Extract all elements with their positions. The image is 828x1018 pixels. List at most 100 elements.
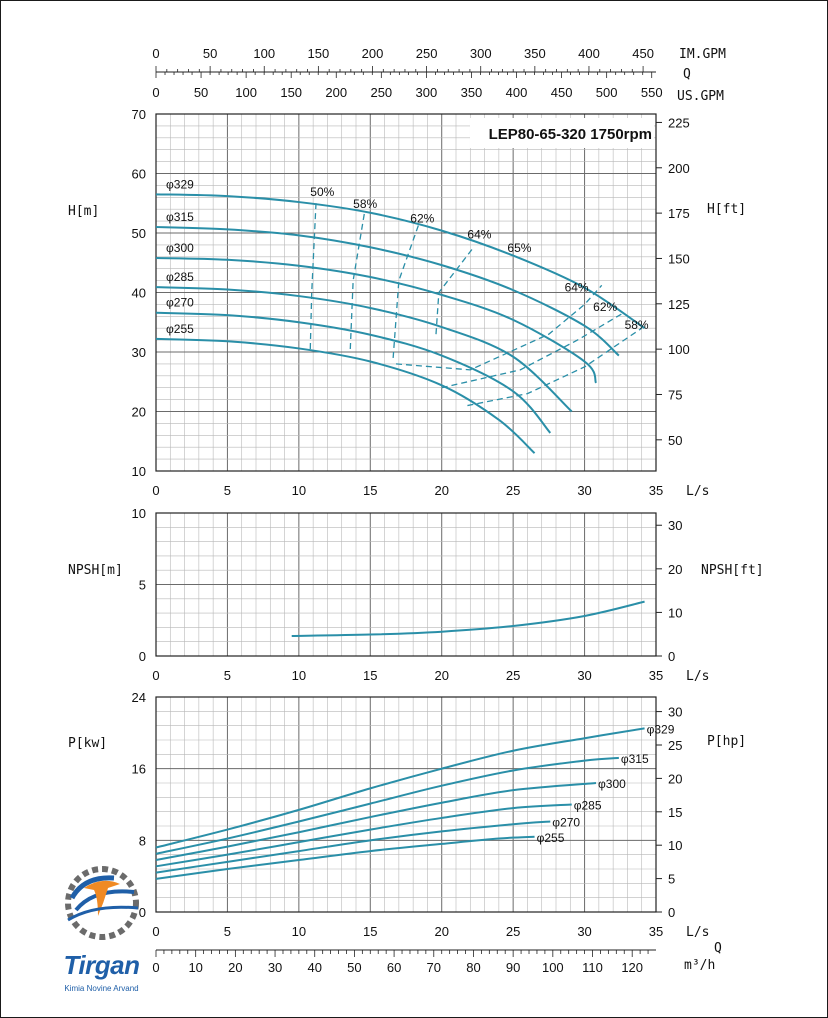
x-tick-label: 35 (649, 483, 663, 498)
y-axis-label: P[kw] (68, 736, 107, 751)
m3h-tick-label: 110 (582, 960, 603, 975)
y2-tick-label: 225 (668, 115, 690, 130)
diameter-label: φ285 (166, 270, 194, 284)
y2-tick-label: 150 (668, 251, 690, 266)
y2-tick-label: 0 (668, 905, 675, 920)
y-tick-label: 8 (139, 833, 146, 848)
imgpm-tick-label: 450 (632, 46, 654, 61)
x-tick-label: 30 (577, 483, 591, 498)
usgpm-tick-label: 400 (506, 85, 528, 100)
x-tick-label: 35 (649, 668, 663, 683)
y-tick-label: 10 (132, 464, 146, 479)
y2-tick-label: 25 (668, 738, 682, 753)
m3h-tick-label: 60 (387, 960, 401, 975)
y2-tick-label: 50 (668, 433, 682, 448)
x-tick-label: 10 (292, 668, 306, 683)
imgpm-tick-label: 200 (362, 46, 384, 61)
y-tick-label: 0 (139, 905, 146, 920)
x-tick-label: 15 (363, 483, 377, 498)
x-tick-label: 5 (224, 483, 231, 498)
plot-border (155, 696, 657, 913)
efficiency-curve (395, 284, 603, 371)
y-tick-label: 30 (132, 345, 146, 360)
y2-tick-label: 20 (668, 771, 682, 786)
logo-subtitle: Kimia Novine Arvand (64, 984, 139, 993)
y2-tick-label: 5 (668, 872, 675, 887)
usgpm-tick-label: 350 (461, 85, 483, 100)
x-tick-label: 5 (224, 924, 231, 939)
usgpm-tick-label: 300 (416, 85, 438, 100)
logo-name: Tirgan (63, 950, 140, 980)
x-tick-label: 5 (224, 668, 231, 683)
plot-border (155, 512, 657, 657)
y-tick-label: 10 (132, 506, 146, 521)
m3h-tick-label: 100 (542, 960, 564, 975)
diameter-label: φ300 (166, 241, 194, 255)
y-tick-label: 24 (132, 690, 146, 705)
y-tick-label: 40 (132, 286, 146, 301)
y2-tick-label: 20 (668, 562, 682, 577)
title-backdrop (470, 118, 654, 148)
x-tick-label: 20 (434, 668, 448, 683)
y-tick-label: 50 (132, 226, 146, 241)
y2-tick-label: 15 (668, 805, 682, 820)
head-curve (155, 286, 573, 413)
x-tick-label: 15 (363, 668, 377, 683)
x-tick-label: 25 (506, 924, 520, 939)
x-axis-label: L/s (686, 484, 709, 499)
imgpm-tick-label: 400 (578, 46, 600, 61)
usgpm-axis-label: US.GPM (677, 89, 724, 104)
efficiency-curve (467, 327, 643, 407)
head-curve (155, 256, 597, 384)
head-curve (155, 311, 552, 434)
y-tick-label: 60 (132, 167, 146, 182)
imgpm-tick-label: 300 (470, 46, 492, 61)
y-tick-label: 5 (139, 578, 146, 593)
y-tick-label: 16 (132, 762, 146, 777)
y2-tick-label: 10 (668, 605, 682, 620)
power-diameter-label: φ329 (647, 722, 675, 736)
x-tick-label: 25 (506, 668, 520, 683)
power-diameter-label: φ255 (537, 831, 565, 845)
power-curve (155, 756, 619, 855)
usgpm-tick-label: 200 (325, 85, 347, 100)
imgpm-tick-label: 250 (416, 46, 438, 61)
y2-tick-label: 10 (668, 838, 682, 853)
y2-tick-label: 75 (668, 387, 682, 402)
y-tick-label: 0 (139, 649, 146, 664)
x-tick-label: 15 (363, 924, 377, 939)
usgpm-tick-label: 500 (596, 85, 618, 100)
head-curve (155, 337, 536, 454)
imgpm-axis-label: IM.GPM (679, 47, 726, 62)
efficiency-label: 62% (593, 300, 617, 314)
y-tick-label: 20 (132, 405, 146, 420)
efficiency-curve (392, 223, 420, 358)
y2-tick-label: 30 (668, 705, 682, 720)
imgpm-tick-label: 350 (524, 46, 546, 61)
x-tick-label: 0 (152, 483, 159, 498)
x-axis-label: L/s (686, 925, 709, 940)
head-curve (155, 193, 646, 330)
imgpm-tick-label: 100 (253, 46, 275, 61)
efficiency-label: 58% (625, 318, 649, 332)
imgpm-tick-label: 50 (203, 46, 217, 61)
efficiency-label: 50% (310, 185, 334, 199)
m3h-tick-label: 80 (466, 960, 480, 975)
tirgan-logo-icon (65, 866, 139, 940)
power-diameter-label: φ270 (552, 816, 580, 830)
diameter-label: φ255 (166, 322, 194, 336)
x-tick-label: 35 (649, 924, 663, 939)
q-bottom-label: Q (714, 941, 722, 956)
npsh-curve (291, 600, 645, 637)
y2-axis-label: NPSH[ft] (701, 563, 764, 578)
m3h-tick-label: 40 (307, 960, 321, 975)
m3h-tick-label: 120 (621, 960, 643, 975)
y-axis-label: NPSH[m] (68, 563, 123, 578)
diameter-label: φ329 (166, 177, 194, 191)
y2-tick-label: 100 (668, 342, 690, 357)
power-curve (155, 820, 551, 874)
efficiency-curve (349, 212, 366, 350)
y-tick-label: 70 (132, 107, 146, 122)
power-diameter-label: φ300 (598, 777, 626, 791)
